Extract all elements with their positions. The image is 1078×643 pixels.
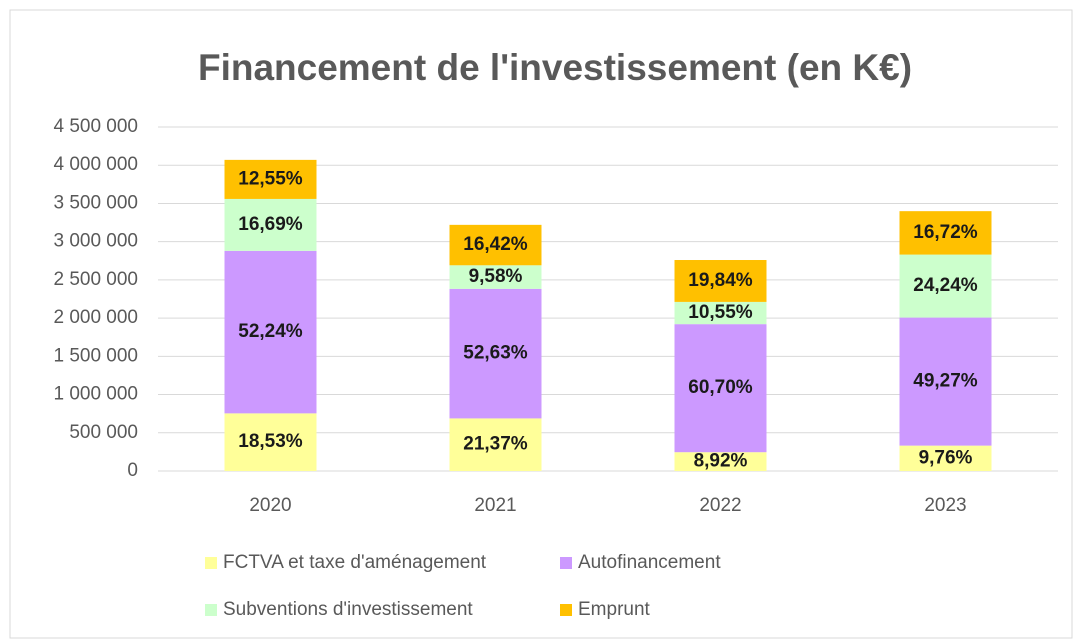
data-label: 18,53%	[238, 431, 303, 452]
bar-segment	[449, 418, 542, 471]
legend-label: Emprunt	[578, 599, 651, 620]
x-tick-label: 2021	[474, 495, 516, 516]
data-label: 21,37%	[463, 434, 528, 455]
bar-segment	[224, 250, 317, 414]
data-label: 24,24%	[913, 275, 978, 296]
data-label: 16,69%	[238, 214, 303, 235]
data-label: 9,58%	[469, 266, 523, 287]
legend-swatch	[560, 604, 572, 616]
y-tick-label: 0	[127, 460, 138, 481]
data-label: 8,92%	[694, 451, 748, 472]
bar-segment	[899, 254, 992, 318]
data-label: 16,72%	[913, 222, 978, 243]
legend-label: Autofinancement	[578, 552, 721, 573]
legend-swatch	[205, 557, 217, 569]
y-tick-label: 3 000 000	[53, 231, 138, 252]
y-tick-label: 4 000 000	[53, 154, 138, 175]
legend-swatch	[205, 604, 217, 616]
bar-segment	[899, 211, 992, 255]
x-tick-label: 2023	[924, 495, 966, 516]
y-tick-label: 4 500 000	[53, 116, 138, 137]
bar-segment	[449, 288, 542, 419]
legend-label: Subventions d'investissement	[223, 599, 473, 620]
data-label: 52,24%	[238, 321, 303, 342]
data-label: 12,55%	[238, 168, 303, 189]
data-label: 9,76%	[919, 447, 973, 468]
y-tick-label: 1 500 000	[53, 345, 138, 366]
bar-segment	[674, 452, 767, 471]
bar-segment	[449, 265, 542, 289]
x-tick-label: 2020	[249, 495, 291, 516]
x-tick-label: 2022	[699, 495, 741, 516]
data-label: 49,27%	[913, 371, 978, 392]
data-label: 52,63%	[463, 343, 528, 364]
bar-segment	[674, 260, 767, 302]
bar-segment	[674, 324, 767, 453]
bar-segment	[449, 224, 542, 266]
legend-label: FCTVA et taxe d'aménagement	[223, 552, 487, 573]
bar-segment	[224, 159, 317, 199]
y-tick-label: 2 000 000	[53, 307, 138, 328]
chart-title: Financement de l'investissement (en K€)	[198, 47, 912, 88]
data-label: 16,42%	[463, 234, 528, 255]
bar-segment	[899, 317, 992, 446]
data-label: 10,55%	[688, 302, 753, 323]
data-label: 60,70%	[688, 377, 753, 398]
bar-segment	[224, 198, 317, 251]
y-tick-label: 3 500 000	[53, 192, 138, 213]
y-tick-label: 2 500 000	[53, 269, 138, 290]
legend-swatch	[560, 557, 572, 569]
y-tick-label: 1 000 000	[53, 384, 138, 405]
y-tick-label: 500 000	[69, 422, 138, 443]
bar-segment	[899, 445, 992, 471]
bar-segment	[674, 301, 767, 325]
bar-segment	[224, 413, 317, 471]
data-label: 19,84%	[688, 270, 753, 291]
